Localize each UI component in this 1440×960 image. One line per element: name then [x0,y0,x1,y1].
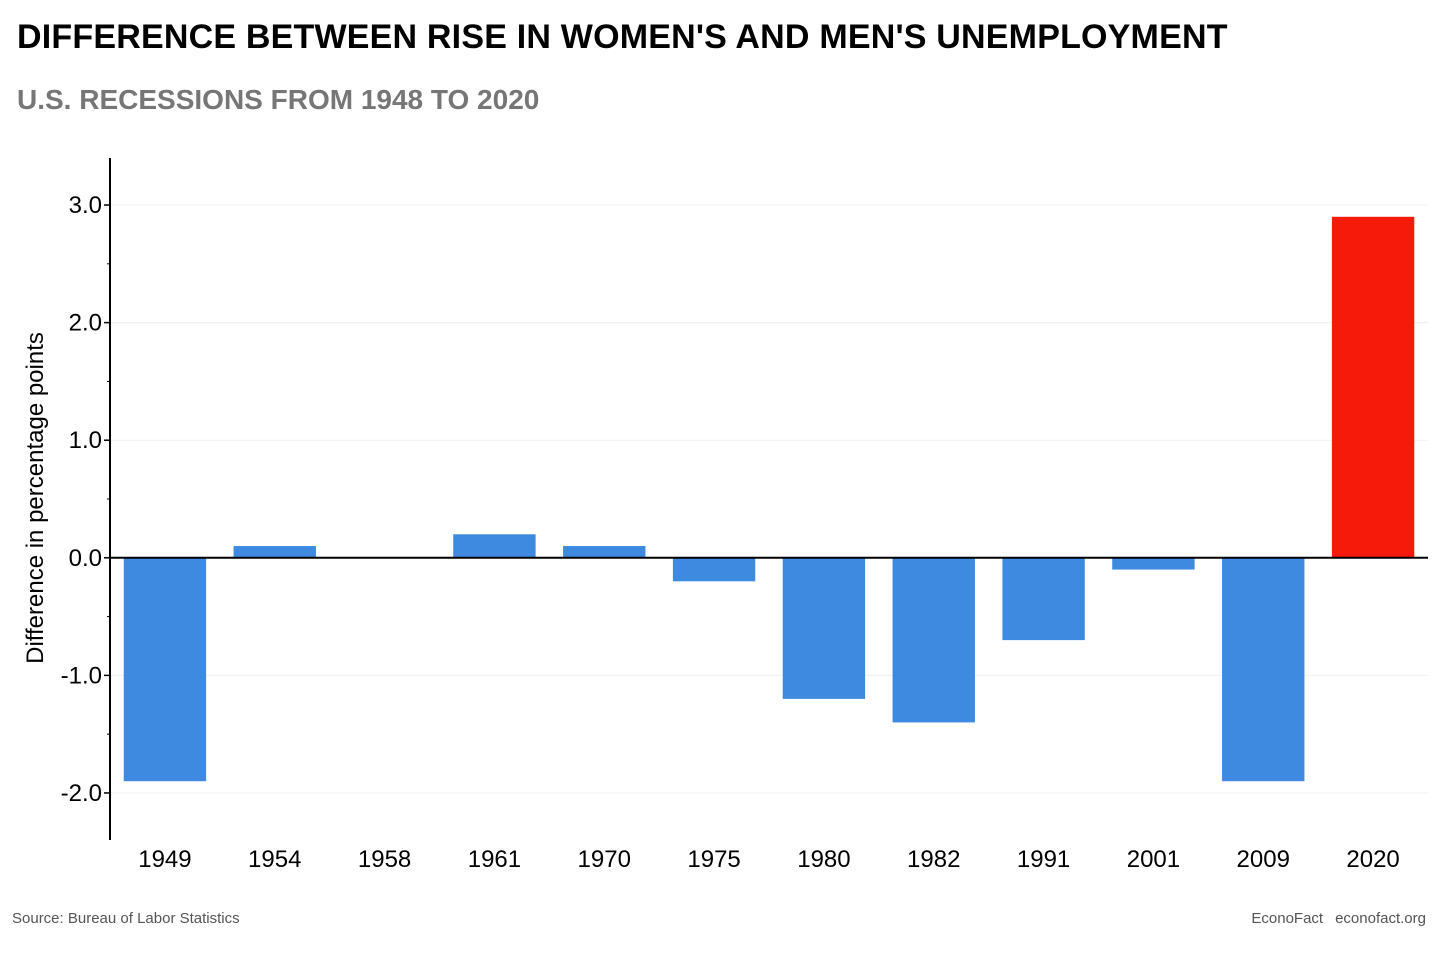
x-tick-label: 1982 [907,846,960,873]
source-note: Source: Bureau of Labor Statistics [12,910,240,927]
y-tick-label: 1.0 [69,427,102,454]
x-tick-label: 1975 [687,846,740,873]
bar-1970 [563,546,646,558]
x-tick-label: 2001 [1127,846,1180,873]
x-tick-label: 1954 [248,846,301,873]
axes [104,158,1428,840]
chart-title: DIFFERENCE BETWEEN RISE IN WOMEN'S AND M… [17,18,1228,56]
y-tick-label: 2.0 [69,310,102,337]
bar-chart: 3.0 2.0 1.0 0.0 -1.0 -2.0 1949 1954 1958 1961 1970… [22,158,1428,873]
y-axis-label: Difference in percentage points [22,332,49,664]
bar-1961 [453,534,536,558]
tick-labels: 3.0 2.0 1.0 0.0 -1.0 -2.0 1949 1954 1958 1961 1970… [61,192,1400,873]
bar-1991 [1002,557,1085,641]
x-tick-label: 1958 [358,846,411,873]
bar-1980 [782,557,866,699]
x-tick-label: 2020 [1346,846,1399,873]
x-tick-label: 1991 [1017,846,1070,873]
x-tick-label: 1970 [578,846,631,873]
gridlines [110,204,1428,794]
bar-1954 [233,546,316,558]
y-tick-label: 0.0 [69,545,102,572]
bar-1982 [892,557,975,723]
x-tick-label: 1961 [468,846,521,873]
bar-2020 [1331,216,1415,558]
y-tick-label: -1.0 [61,662,102,689]
x-tick-label: 2009 [1237,846,1290,873]
credits: EconoFact econofact.org [1251,910,1426,927]
bar-1975 [672,557,756,582]
brand-name: EconoFact [1251,910,1324,927]
x-tick-label: 1949 [138,846,191,873]
bar-2001 [1112,557,1195,570]
website-link[interactable]: econofact.org [1335,910,1426,927]
x-tick-label: 1980 [797,846,850,873]
bar-2009 [1222,557,1305,782]
bars [123,216,1415,782]
y-tick-label: -2.0 [61,780,102,807]
bar-1949 [123,557,207,782]
y-tick-label: 3.0 [69,192,102,219]
chart-subtitle: U.S. RECESSIONS FROM 1948 TO 2020 [17,84,540,115]
